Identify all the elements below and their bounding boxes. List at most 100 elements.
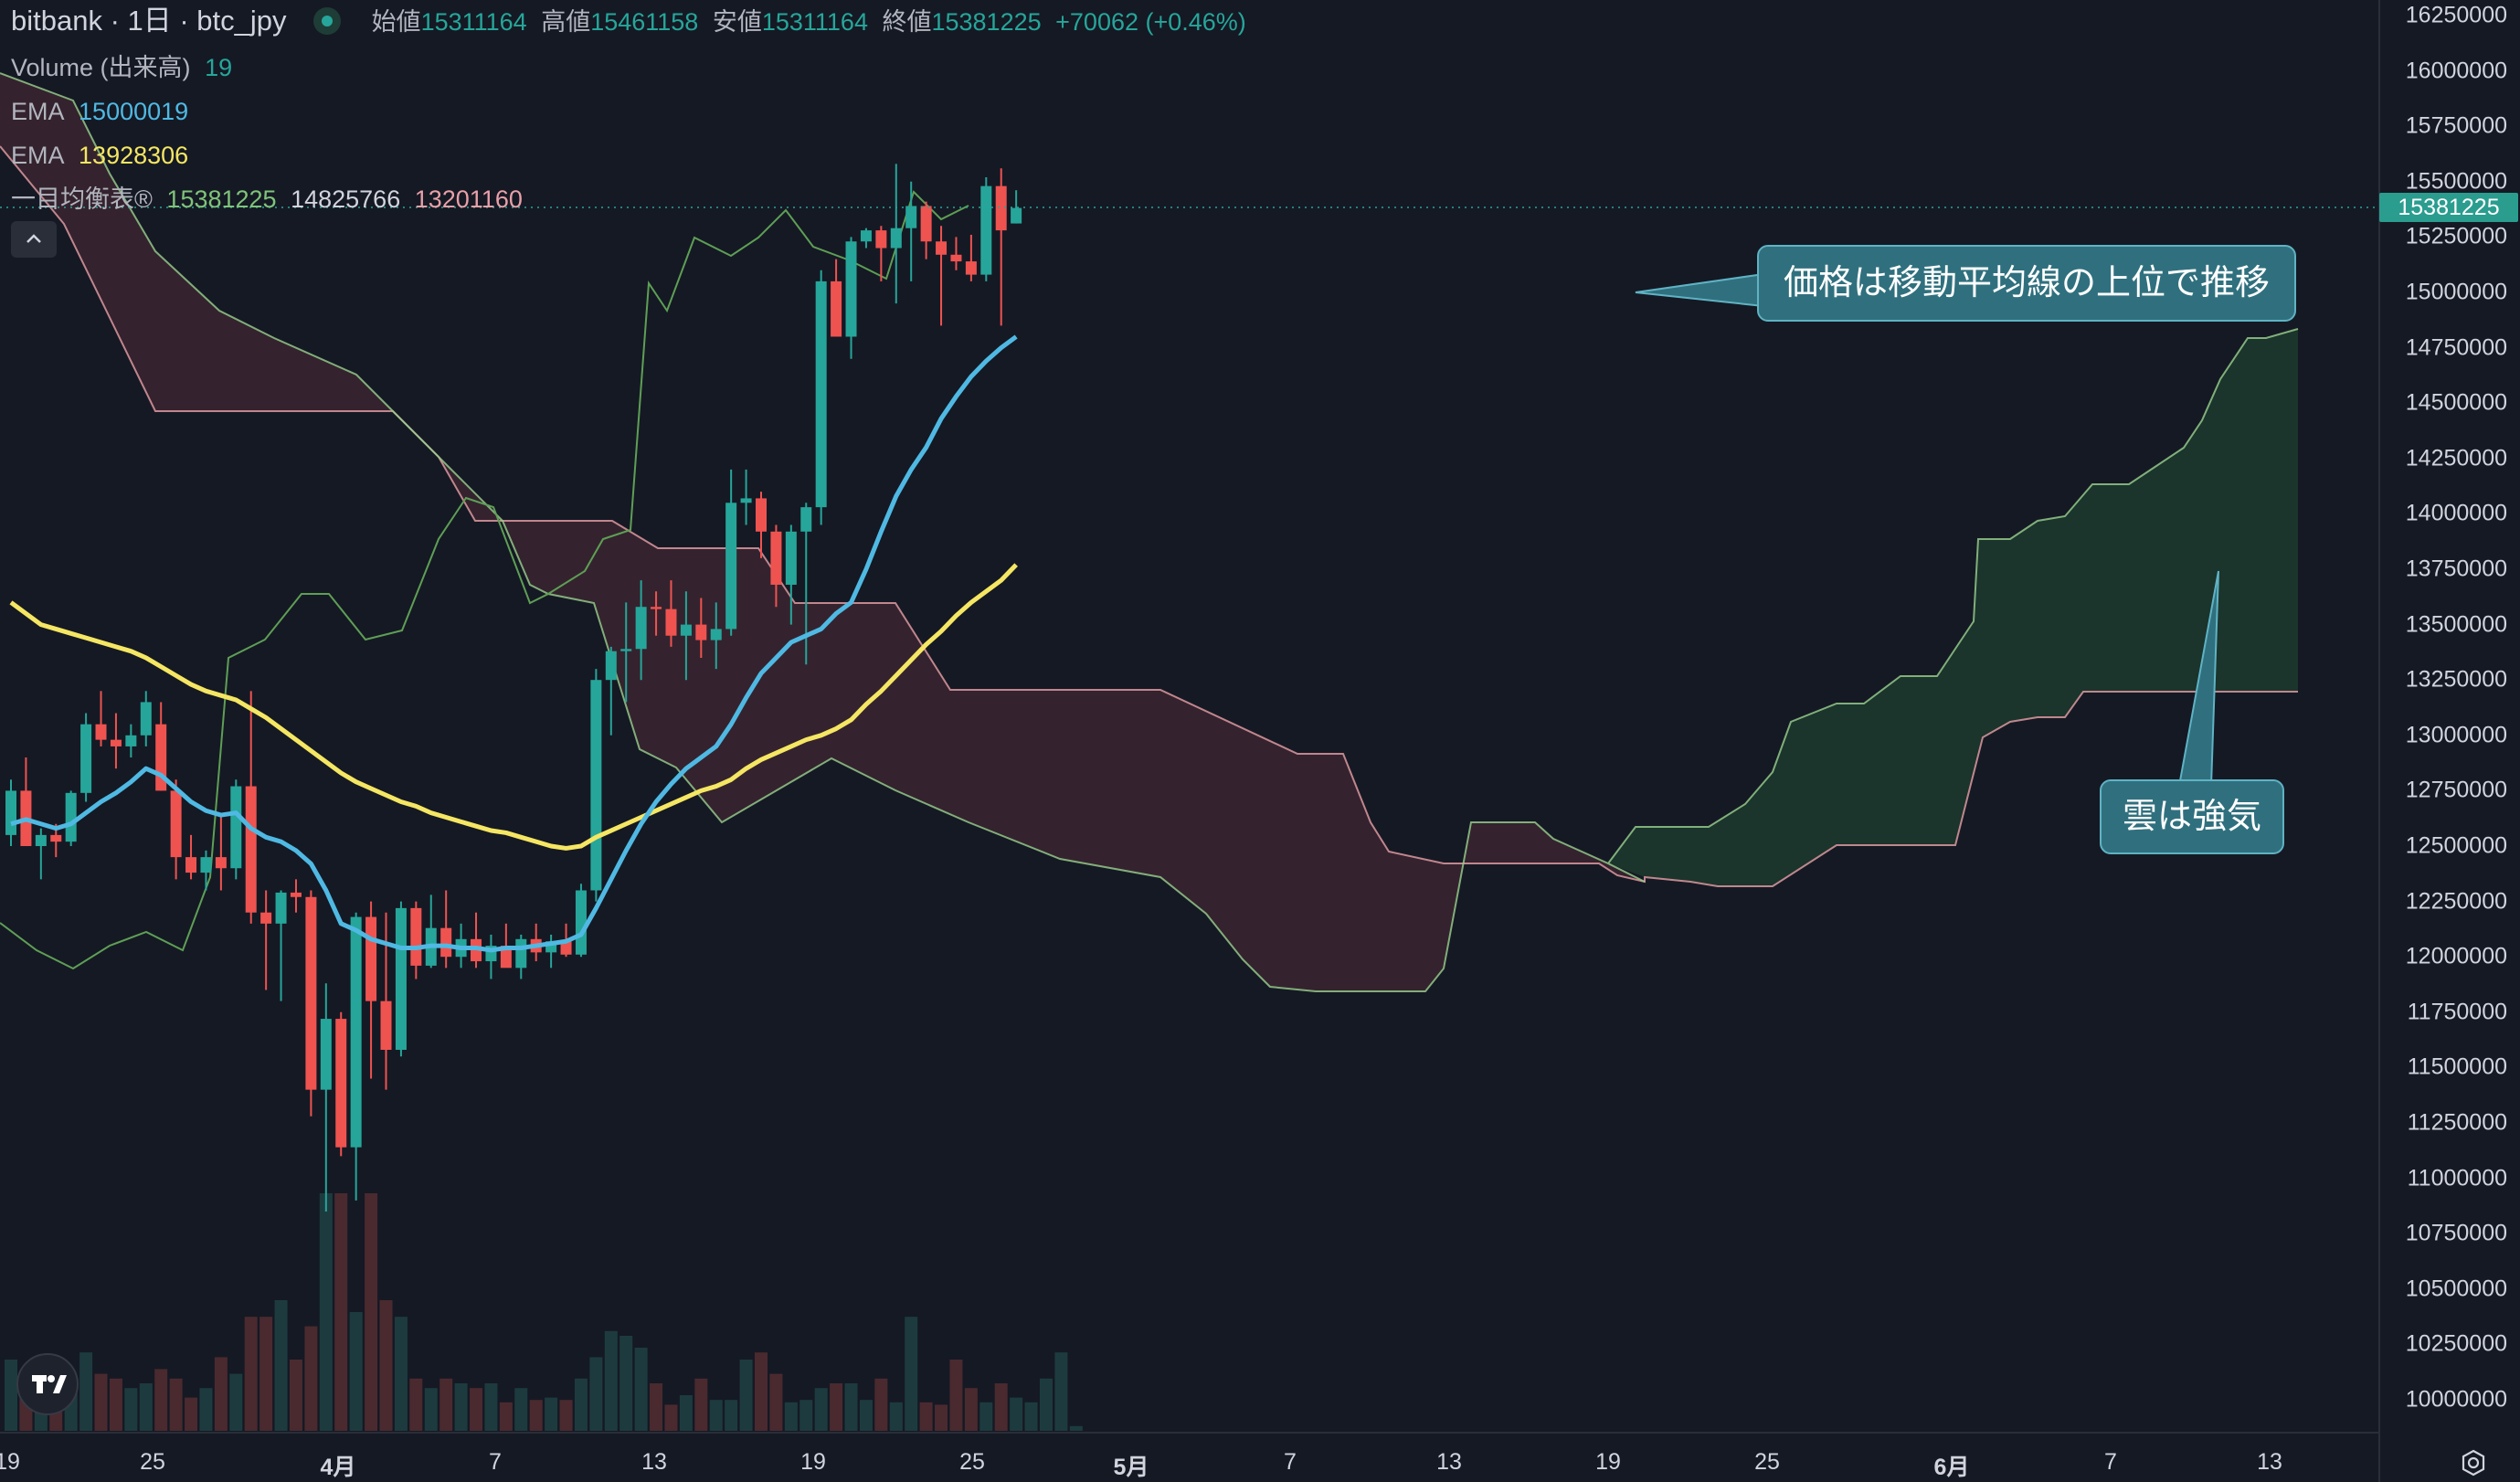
candle-body: [560, 941, 572, 955]
ichimoku-lines: [0, 190, 969, 970]
candle-body: [260, 912, 272, 924]
price-axis-label: 14250000: [2405, 445, 2507, 471]
candle-body: [35, 834, 47, 846]
time-axis-label: 13: [2257, 1449, 2282, 1475]
ema-slow-line: [9, 563, 1018, 851]
time-axis-label: 19: [0, 1449, 20, 1475]
volume-bar: [664, 1404, 678, 1431]
volume-bar: [289, 1360, 302, 1431]
volume-bar: [319, 1193, 333, 1431]
ichimoku-cloud: [0, 72, 2299, 992]
volume-bar: [79, 1352, 93, 1431]
candle-body: [845, 241, 857, 337]
high-value: 15461158: [590, 8, 699, 36]
low-value: 15311164: [761, 8, 868, 36]
candle-body: [965, 261, 977, 275]
volume-bar: [994, 1383, 1008, 1431]
candle-body: [980, 185, 992, 275]
price-axis-label: 15750000: [2405, 112, 2507, 139]
volume-legend[interactable]: Volume (出来高) 19: [11, 52, 239, 83]
ichimoku-legend[interactable]: 一目均衡表® 15381225 14825766 13201160: [11, 184, 530, 215]
candle-body: [1011, 207, 1022, 224]
candle-body: [575, 890, 587, 955]
collapse-legend-button[interactable]: [11, 221, 57, 258]
price-axis-label: 13750000: [2405, 556, 2507, 582]
ema-fast-legend[interactable]: EMA 15000019: [11, 96, 196, 127]
candle-body: [215, 857, 227, 869]
price-axis-label: 15250000: [2405, 223, 2507, 249]
ema-slow-legend[interactable]: EMA 13928306: [11, 140, 196, 171]
bullish-cloud: [1608, 329, 2298, 886]
volume-bar: [905, 1317, 918, 1431]
volume-bar: [484, 1383, 498, 1431]
candle-body: [665, 609, 677, 636]
candle-body: [725, 503, 737, 630]
candle-body: [680, 624, 692, 636]
current-price-tag: 15381225: [2379, 193, 2518, 222]
candle-body: [500, 946, 512, 969]
volume-bar: [694, 1378, 708, 1431]
candle-body: [905, 206, 917, 228]
candle-body: [80, 724, 92, 793]
price-axis-label: 14000000: [2405, 500, 2507, 526]
volume-bar: [919, 1402, 933, 1431]
ichimoku-label: 一目均衡表®: [11, 185, 153, 213]
candle-body: [440, 927, 452, 958]
tradingview-logo-icon[interactable]: [16, 1353, 79, 1415]
price-axis-label: 11500000: [2407, 1053, 2507, 1080]
settings-icon[interactable]: [2460, 1449, 2487, 1481]
volume-bar: [574, 1378, 588, 1431]
candle-body: [230, 786, 242, 869]
time-axis-label: 13: [641, 1449, 667, 1475]
low-label: 安値: [712, 8, 762, 36]
candle-body: [95, 724, 107, 740]
volume-bar: [394, 1317, 408, 1431]
candle-body: [635, 607, 647, 650]
time-axis-label: 4月: [320, 1455, 356, 1480]
volume-bar: [589, 1357, 603, 1431]
candle-body: [320, 1019, 332, 1090]
ema-fast-value: 15000019: [79, 98, 189, 125]
candle-body: [815, 281, 827, 508]
price-axis-label: 10000000: [2405, 1386, 2507, 1413]
volume-bar: [844, 1383, 858, 1431]
volume-bar: [304, 1326, 318, 1431]
symbol-name[interactable]: bitbank · 1日 · btc_jpy: [11, 5, 287, 37]
candle-body: [605, 651, 617, 681]
volume-bar: [784, 1402, 798, 1431]
price-axis-label: 11250000: [2407, 1109, 2507, 1136]
volume-label: Volume (出来高): [11, 54, 191, 81]
candle-body: [245, 786, 257, 913]
volume-bar: [604, 1330, 618, 1431]
candle-body: [5, 790, 16, 835]
candle-body: [350, 916, 362, 1148]
candle-body: [590, 680, 602, 891]
close-value: 15381225: [931, 8, 1042, 36]
candle-body: [170, 790, 182, 858]
volume-bar: [619, 1336, 633, 1431]
ema-fast-line: [10, 334, 1018, 953]
chikou-span-line: [0, 190, 969, 970]
price-axis-label: 10500000: [2405, 1276, 2507, 1302]
candle-body: [410, 907, 422, 966]
volume-bar: [214, 1357, 228, 1431]
price-axis-label: 13500000: [2405, 611, 2507, 638]
volume-bar: [379, 1300, 393, 1431]
price-axis-label: 12250000: [2405, 888, 2507, 915]
bearish-cloud: [0, 73, 1645, 991]
volume-bar: [725, 1400, 738, 1431]
senkou-span-b-line: [0, 145, 2298, 887]
volume-bar: [244, 1317, 258, 1431]
candle-body: [695, 624, 707, 640]
candle-body: [305, 896, 317, 1090]
volume-bar: [169, 1378, 183, 1431]
volume-bar: [1069, 1425, 1083, 1431]
candle-body: [65, 792, 77, 842]
volume-bar: [499, 1402, 513, 1431]
price-axis-label: 13000000: [2405, 722, 2507, 748]
volume-bar: [709, 1400, 723, 1431]
price-axis-label: 10750000: [2405, 1220, 2507, 1246]
volume-bar: [859, 1400, 873, 1431]
volume-bar: [545, 1397, 558, 1431]
